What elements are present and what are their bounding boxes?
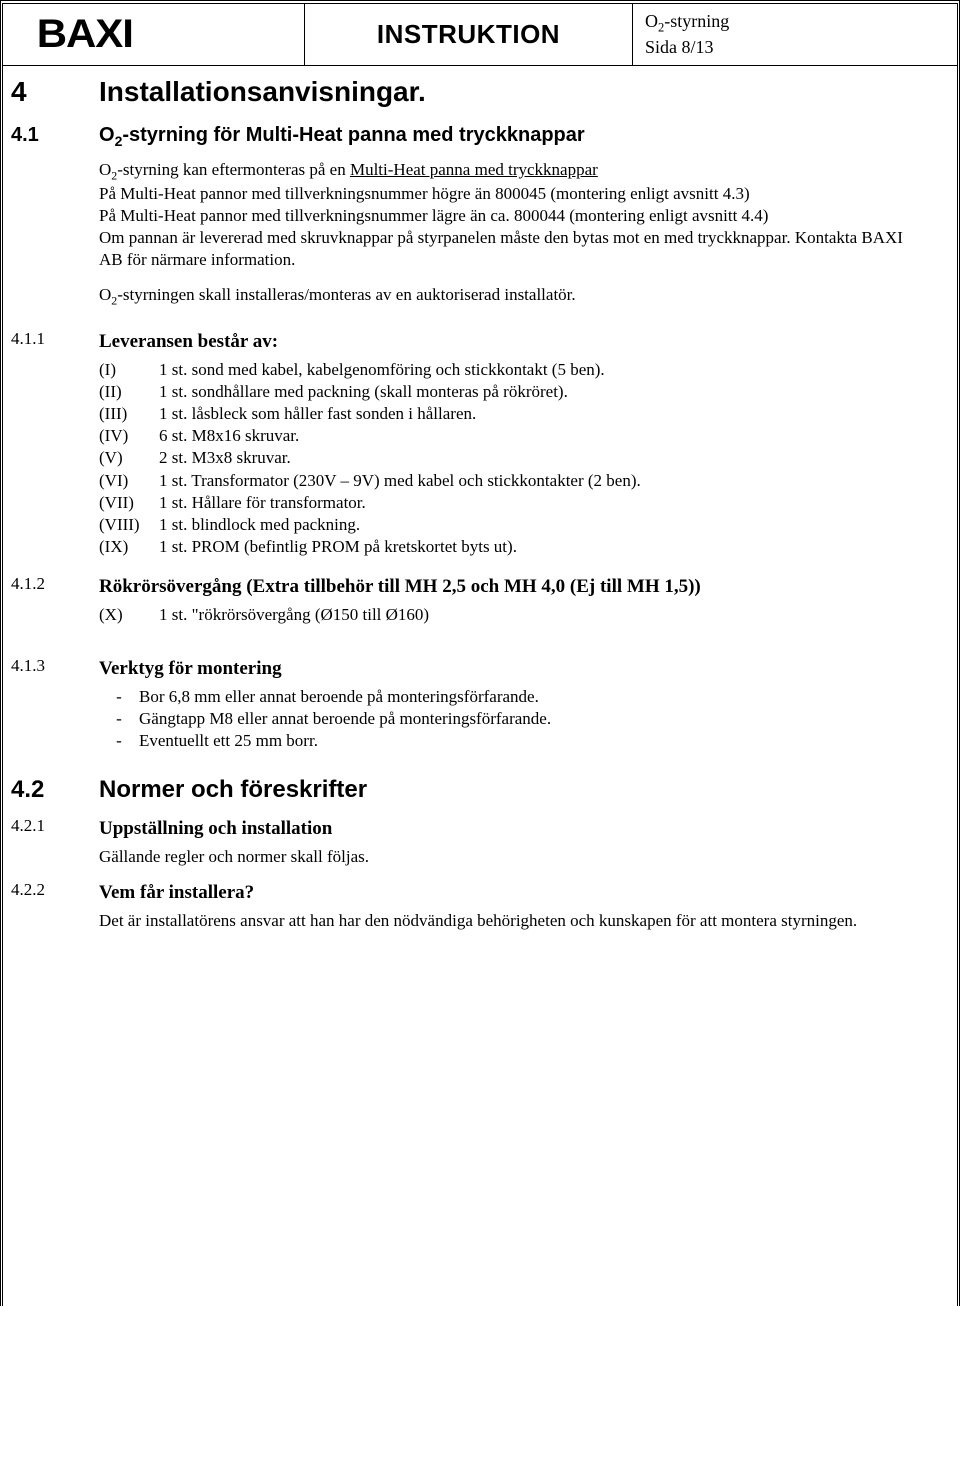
section-4-1-title: O2-styrning för Multi-Heat panna med try… (99, 124, 927, 149)
header-meta-line1: O2-styrning (645, 10, 945, 36)
list-item: (X)1 st. "rökrörsövergång (Ø150 till Ø16… (99, 604, 927, 626)
section-4-1-1-number: 4.1.1 (11, 329, 91, 349)
section-4-1-2-number: 4.1.2 (11, 574, 91, 594)
list-item: -Gängtapp M8 eller annat beroende på mon… (99, 708, 927, 730)
section-4-2-row: 4.2 Normer och föreskrifter (3, 766, 957, 810)
list-item: (III)1 st. låsbleck som håller fast sond… (99, 403, 927, 425)
section-4-2-2-title: Vem får installera? (99, 882, 927, 904)
header-meta-line2: Sida 8/13 (645, 36, 945, 59)
list-item: (I)1 st. sond med kabel, kabelgenomförin… (99, 359, 927, 381)
header-logo-cell: BAXI (3, 4, 304, 65)
list-item: -Eventuellt ett 25 mm borr. (99, 730, 927, 752)
section-4-1-2-title: Rökrörsövergång (Extra tillbehör till MH… (99, 576, 927, 598)
list-item: (IV)6 st. M8x16 skruvar. (99, 425, 927, 447)
section-4-2-1-number: 4.2.1 (11, 816, 91, 836)
tools-list: -Bor 6,8 mm eller annat beroende på mont… (99, 686, 927, 752)
section-4-2-1-title: Uppställning och installation (99, 818, 927, 840)
underlined-product: Multi-Heat panna med tryckknappar (350, 160, 598, 179)
list-item: (II)1 st. sondhållare med packning (skal… (99, 381, 927, 403)
section-4-1-body: O2-styrning kan eftermonteras på en Mult… (99, 159, 927, 271)
delivery-list: (I)1 st. sond med kabel, kabelgenomförin… (99, 359, 927, 558)
page-header: BAXI INSTRUKTION O2-styrning Sida 8/13 (3, 4, 957, 66)
section-4-1-3-row: 4.1.3 Verktyg för montering -Bor 6,8 mm … (3, 650, 957, 766)
header-title-cell: INSTRUKTION (304, 4, 633, 65)
list-item: (V)2 st. M3x8 skruvar. (99, 447, 927, 469)
section-4-2-number: 4.2 (11, 776, 91, 804)
section-4-1-1-row: 4.1.1 Leveransen består av: (I)1 st. son… (3, 323, 957, 568)
section-4-1-note: O2-styrningen skall installeras/monteras… (99, 284, 927, 309)
section-4-2-2-row: 4.2.2 Vem får installera? Det är install… (3, 874, 957, 946)
section-4-2-title: Normer och föreskrifter (99, 776, 927, 804)
section-4-2-1-body: Gällande regler och normer skall följas. (99, 846, 927, 868)
section-4-1-row: 4.1 O2-styrning för Multi-Heat panna med… (3, 118, 957, 323)
list-item: -Bor 6,8 mm eller annat beroende på mont… (99, 686, 927, 708)
header-title: INSTRUKTION (377, 19, 560, 50)
logo: BAXI (37, 12, 133, 57)
section-4-1-number: 4.1 (11, 124, 91, 147)
list-item: (VII)1 st. Hållare för transformator. (99, 492, 927, 514)
bottom-whitespace (3, 946, 957, 1306)
section-4-2-1-row: 4.2.1 Uppställning och installation Gäll… (3, 810, 957, 874)
header-meta-cell: O2-styrning Sida 8/13 (633, 4, 957, 65)
section-4-1-2-row: 4.1.2 Rökrörsövergång (Extra tillbehör t… (3, 568, 957, 636)
section-4-row: 4 Installationsanvisningar. (3, 66, 957, 118)
list-item: (VIII)1 st. blindlock med packning. (99, 514, 927, 536)
section-4-1-3-number: 4.1.3 (11, 656, 91, 676)
section-4-1-1-title: Leveransen består av: (99, 331, 927, 353)
section-4-2-2-number: 4.2.2 (11, 880, 91, 900)
list-item: (IX)1 st. PROM (befintlig PROM på kretsk… (99, 536, 927, 558)
accessory-list: (X)1 st. "rökrörsövergång (Ø150 till Ø16… (99, 604, 927, 626)
list-item: (VI)1 st. Transformator (230V – 9V) med … (99, 470, 927, 492)
section-4-number: 4 (11, 76, 91, 108)
section-4-1-3-title: Verktyg för montering (99, 658, 927, 680)
section-4-title: Installationsanvisningar. (99, 76, 927, 108)
page: BAXI INSTRUKTION O2-styrning Sida 8/13 4… (0, 0, 960, 1306)
section-4-2-2-body: Det är installatörens ansvar att han har… (99, 910, 927, 932)
